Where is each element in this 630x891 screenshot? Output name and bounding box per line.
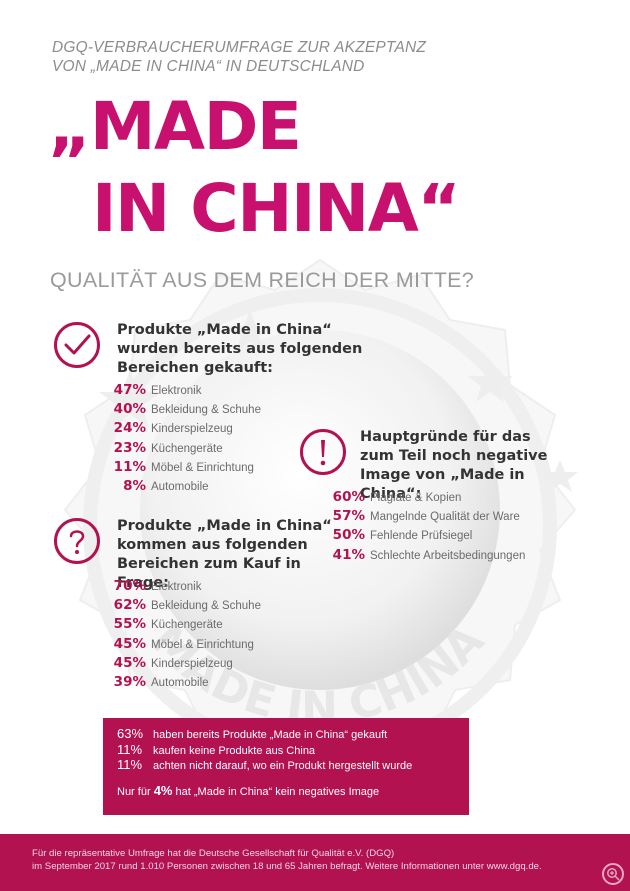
list-item: 60% Plagiate & Kopien [327, 489, 525, 508]
category-label: Kinderspielzeug [151, 423, 233, 436]
category-label: Bekleidung & Schuhe [151, 404, 261, 417]
percentage-value: 62% [113, 597, 146, 614]
question-mark-icon [54, 518, 100, 564]
category-label: Möbel & Einrichtung [151, 638, 254, 651]
category-label: Schlechte Arbeitsbedingungen [370, 549, 526, 562]
percentage-value: 11% [113, 458, 146, 475]
list-item: 57% Mangelnde Qualität der Ware [327, 508, 525, 527]
percentage-value: 47% [113, 382, 146, 398]
checkmark-icon [54, 322, 100, 368]
footer-line-2: im September 2017 rund 1.010 Personen zw… [32, 860, 542, 872]
percentage-value: 45% [113, 635, 146, 652]
bought-heading: Produkte „Made in China“ wurden bereits … [117, 322, 363, 376]
percentage-value: 39% [113, 673, 146, 690]
list-item: 39% Automobile [108, 674, 261, 693]
summary-row: 63% haben bereits Produkte „Made in Chin… [117, 726, 388, 741]
percentage-value: 40% [113, 401, 146, 418]
kicker-line-1: DGQ-VERBRAUCHERUMFRAGE ZUR AKZEPTANZ [52, 39, 427, 56]
title-line-1: „MADE [48, 88, 302, 165]
list-item: 8% Automobile [108, 478, 261, 497]
bought-list: 47% Elektronik 40% Bekleidung & Schuhe 24% Ki… [108, 382, 261, 497]
category-label: Plagiate & Kopien [370, 492, 462, 504]
category-label: Küchengeräte [151, 619, 223, 632]
summary-row: 11% kaufen keine Produkte aus China [117, 741, 316, 757]
footer-line-1: Für die repräsentative Umfrage hat die D… [32, 848, 395, 859]
category-label: Automobile [151, 480, 209, 493]
consider-list: 70% Elektronik 62% Bekleidung & Schuhe 55% Kü… [108, 578, 261, 693]
list-item: 41% Schlechte Arbeitsbedingungen [327, 546, 526, 566]
percentage-value: 8% [123, 477, 146, 494]
kicker: DGQ-VERBRAUCHERUMFRAGE ZUR AKZEPTANZ VON… [52, 38, 592, 76]
list-item: 62% Bekleidung & Schuhe [108, 597, 261, 616]
reasons-list: 60% Plagiate & Kopien 57% Mangelnde Qualitä… [327, 489, 526, 566]
list-item: 40% Bekleidung & Schuhe [108, 401, 261, 420]
list-item: 55% Küchengeräte [108, 616, 261, 635]
reasons-heading: Hauptgründe für das zum Teil noch negati… [360, 429, 548, 502]
percentage-value: 55% [113, 616, 146, 633]
percentage-value: 23% [113, 439, 146, 456]
percentage-value: 57% [332, 508, 365, 525]
category-label: Möbel & Einrichtung [151, 461, 254, 474]
category-label: Elektronik [151, 385, 202, 397]
category-label: Küchengeräte [151, 442, 223, 455]
list-item: 23% Küchengeräte [108, 440, 261, 459]
exclamation-icon [300, 429, 346, 475]
list-item: 45% Möbel & Einrichtung [108, 636, 261, 655]
list-item: 45% Kinderspielzeug [108, 655, 261, 674]
percentage-value: 50% [332, 527, 365, 544]
footer: Für die repräsentative Umfrage hat die D… [0, 834, 630, 891]
kicker-line-2: VON „MADE IN CHINA“ IN DEUTSCHLAND [52, 58, 365, 75]
percentage-value: 24% [113, 420, 146, 437]
list-item: 11% Möbel & Einrichtung [108, 459, 261, 478]
list-item: 50% Fehlende Prüfsiegel [327, 527, 525, 546]
percentage-value: 70% [113, 578, 146, 594]
main-title: „MADE IN CHINA“ [48, 86, 608, 250]
summary-box: 63% haben bereits Produkte „Made in Chin… [103, 718, 469, 815]
percentage-value: 60% [332, 489, 365, 505]
category-label: Bekleidung & Schuhe [151, 600, 261, 613]
percentage-value: 45% [113, 654, 146, 671]
zoom-in-icon[interactable] [602, 863, 624, 885]
summary-row: 11% achten nicht darauf, wo ein Produkt … [117, 757, 413, 772]
made-in-china-seal-graphic: MADE IN CHINA [63, 258, 578, 767]
category-label: Automobile [151, 676, 209, 689]
summary-final-statement: Nur für 4% hat „Made in China“ kein nega… [117, 782, 380, 798]
category-label: Elektronik [151, 581, 202, 593]
category-label: Fehlende Prüfsiegel [370, 530, 473, 543]
subtitle: QUALITÄT AUS DEM REICH DER MITTE? [50, 268, 475, 292]
list-item: 47% Elektronik [108, 382, 261, 401]
list-item: 24% Kinderspielzeug [108, 420, 261, 439]
category-label: Kinderspielzeug [151, 657, 233, 670]
list-item: 70% Elektronik [108, 578, 261, 597]
category-label: Mangelnde Qualität der Ware [370, 511, 520, 524]
title-line-2: IN CHINA“ [92, 170, 461, 247]
consider-heading: Produkte „Made in China“ kommen aus folg… [117, 518, 332, 591]
percentage-value: 41% [332, 546, 365, 563]
